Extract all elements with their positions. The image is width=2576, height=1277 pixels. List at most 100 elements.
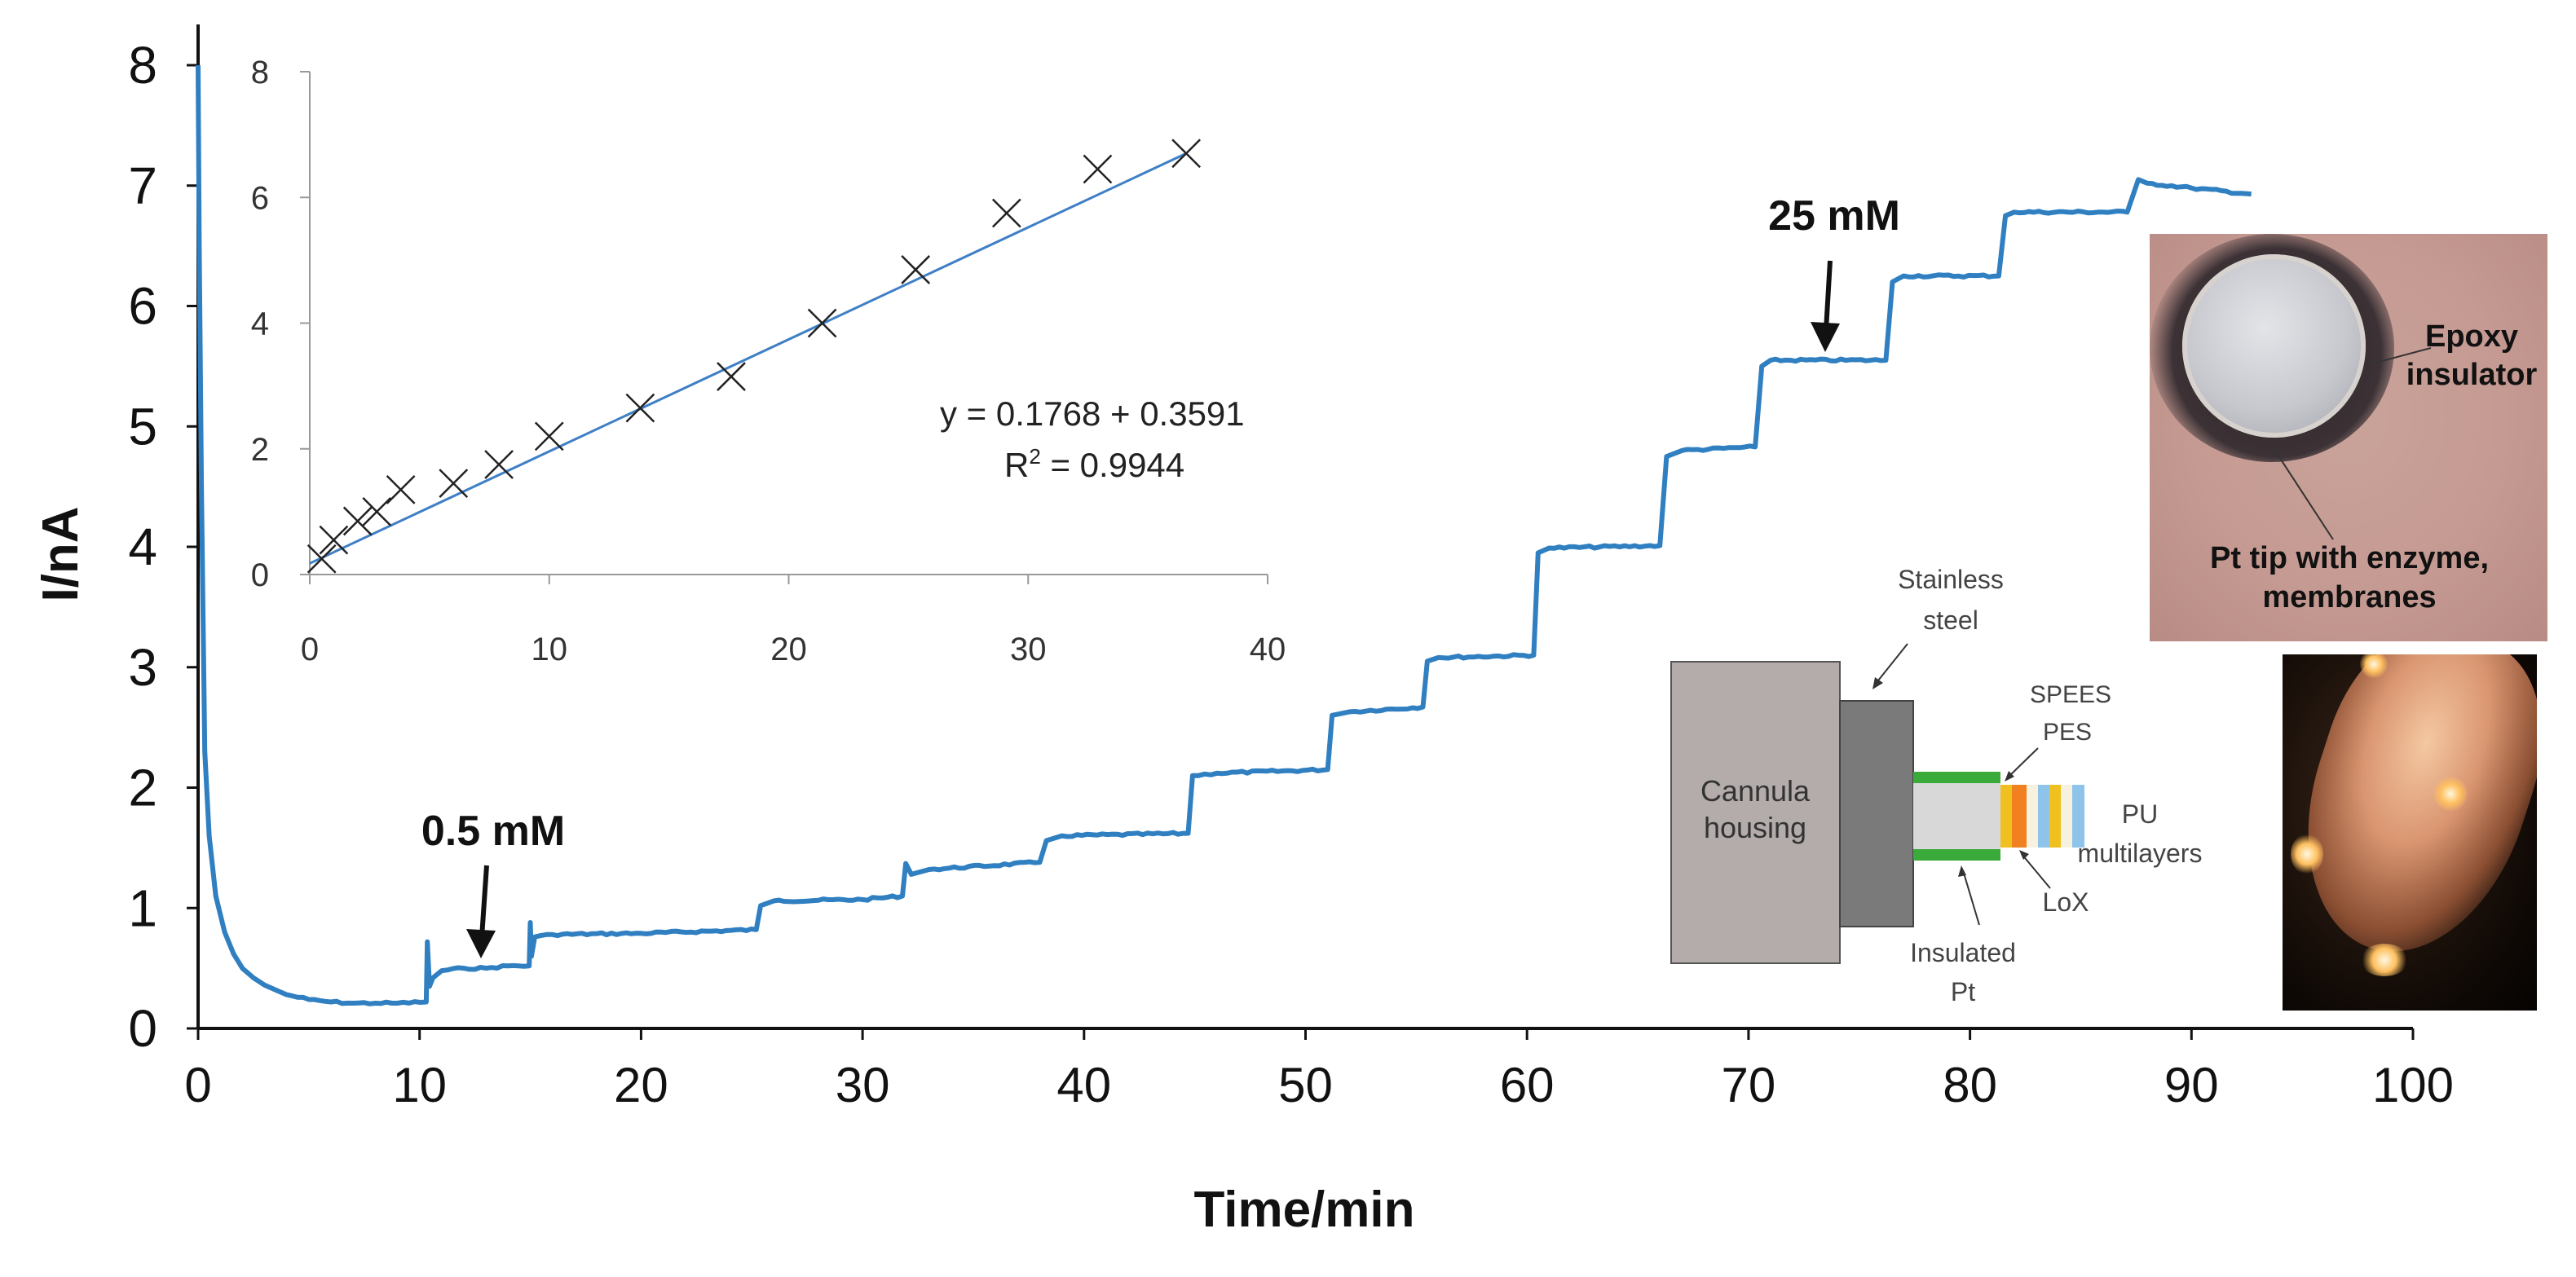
spees-pes-pointer-head [2005,771,2014,782]
main-x-axis-label: Time/min [1193,1182,1414,1238]
inset-data-point [717,362,746,391]
stainless-steel-label-2: steel [1923,605,1978,635]
annotation-0-5mM-arrowhead [466,929,496,958]
pu-label-2: multilayers [2078,839,2203,868]
photo-glint-1 [2433,777,2468,811]
annotation-25mM-arrow-shaft [1824,260,1833,331]
annotation-25mM: 25 mM [1768,192,1900,352]
inset-data-point [362,496,392,526]
main-y-tick-label: 2 [128,759,157,817]
inset-x-tick-label: 30 [1010,632,1047,667]
layer-pu-2 [2038,785,2049,848]
inset-y-tick-label: 0 [251,557,269,593]
inset-data-point [901,255,931,284]
layer-spees [2000,785,2012,848]
main-y-tick-label: 5 [128,397,157,456]
inset-data-point [386,474,416,504]
cannula-tip-photo [2283,654,2537,1011]
inset-data-point [1083,154,1113,184]
lox-pointer-head [2019,850,2029,860]
inset-data-point [991,198,1021,228]
annotation-0-5mM: 0.5 mM [421,808,565,958]
annotation-0-5mM-arrow-shaft [479,865,489,938]
stainless-steel-block [1839,700,1914,927]
inset-x-tick-label: 10 [532,632,568,667]
photo-overlay: Epoxy insulator Pt tip with enzyme, memb… [2210,319,2538,614]
inset-data-point [342,506,373,536]
insulated-pt-label-2: Pt [1951,977,1975,1006]
photo-cannula-tube [2283,654,2537,981]
insulated-pt-top [1913,772,2000,783]
inset-data-point [534,421,564,451]
inset-plot [307,139,1202,574]
inset-ticks: 0 10 20 30 40 0 2 4 6 8 [251,55,1286,667]
spees-label: SPEES [2030,681,2111,708]
inset-background [236,33,1321,709]
insulated-pt-bottom [1913,849,2000,861]
inset-data-point [484,450,514,479]
inset-y-tick-label: 6 [251,180,269,216]
cannula-housing-block [1670,661,1841,964]
inset-chart: 0 10 20 30 40 0 2 4 6 8 y = 0.1768 + 0.3591 R2 = … [236,33,1321,709]
layer-pu-4 [2061,785,2072,848]
main-y-tick-label: 7 [128,156,157,215]
stainless-steel-label-1: Stainless [1898,565,2004,594]
epoxy-pointer [2369,347,2432,365]
insulated-pt-pointer [1962,870,1980,926]
pt-wire-core [1913,783,2000,849]
inset-x-tick-label: 40 [1250,632,1286,667]
tip-label-1: Pt tip with enzyme, [2210,541,2489,575]
insulated-pt-pointer-head [1958,865,1966,877]
main-x-tick-label: 20 [614,1058,668,1112]
inset-equation: y = 0.1768 + 0.3591 [940,394,1245,433]
photo-glint-2 [2291,834,2323,874]
epoxy-label-2: insulator [2406,358,2538,392]
layer-pu-3 [2049,785,2061,848]
inset-x-tick-label: 20 [770,632,807,667]
lox-label: LoX [2043,887,2089,917]
main-y-tick-label: 8 [128,36,157,95]
layer-pu-5 [2072,785,2084,848]
sensor-schematic: Cannula housing Stainless steel SPEES PE… [1670,565,2203,1006]
layer-pu-1 [2027,785,2038,848]
main-x-tick-label: 100 [2372,1058,2454,1112]
inset-r-squared: R2 = 0.9944 [1004,444,1184,484]
current-trace [196,64,2252,1006]
main-y-axis-label: I/nA [33,506,89,601]
inset-data-point [1171,139,1202,169]
main-x-tick-label: 30 [836,1058,890,1112]
inset-y-tick-label: 8 [251,55,269,90]
tip-label-2: membranes [2262,580,2436,614]
lox-pointer [2021,853,2051,889]
inset-data-point [439,469,469,499]
insulated-pt-label-1: Insulated [1910,938,2016,967]
annotation-0-5mM-label: 0.5 mM [421,808,565,855]
main-y-tick-label: 4 [128,517,157,576]
epoxy-label-1: Epoxy [2425,319,2518,354]
main-x-tick-label: 10 [392,1058,447,1112]
inset-data-point [625,393,655,423]
pu-label-1: PU [2122,799,2158,829]
inset-data-point [307,544,337,574]
inset-x-tick-label: 0 [301,632,319,667]
inset-y-tick-label: 4 [251,306,269,342]
inset-data-point [807,308,837,338]
main-x-tick-label: 0 [184,1058,211,1112]
annotation-25mM-arrowhead [1811,322,1840,352]
main-y-tick-label: 1 [128,878,157,937]
main-x-tick-label: 80 [1943,1058,1997,1112]
photo-glint-3 [2360,944,2409,976]
tip-pointer [2271,445,2334,540]
main-x-tick-label: 50 [1278,1058,1333,1112]
photo-glint-4 [2360,654,2388,678]
inset-fit-line [309,152,1187,565]
main-y-tick-label: 6 [128,277,157,336]
main-x-tick-label: 90 [2164,1058,2219,1112]
cannula-housing-label-1: Cannula [1700,774,1811,808]
layer-pes [2012,785,2027,848]
stainless-steel-pointer [1874,643,1908,685]
inset-y-tick-label: 2 [251,432,269,468]
